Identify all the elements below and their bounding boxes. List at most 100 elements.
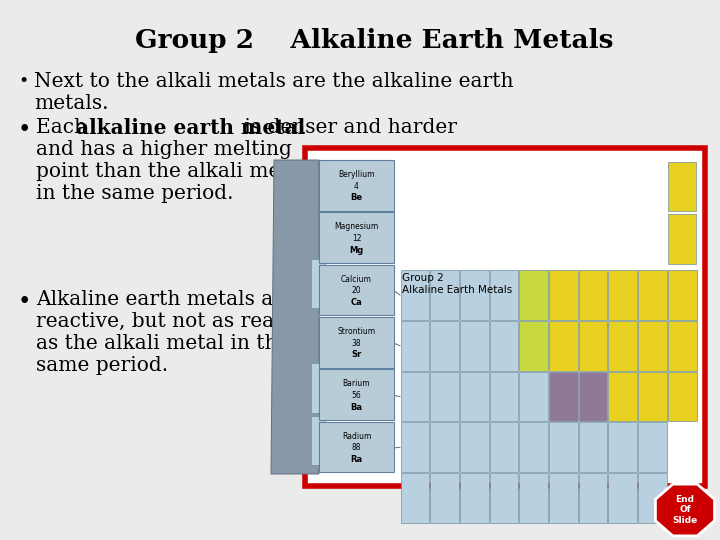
- Bar: [549, 473, 577, 523]
- Bar: [400, 473, 429, 523]
- Bar: [608, 473, 637, 523]
- Text: point than the alkali metal: point than the alkali metal: [36, 162, 307, 181]
- Text: Magnesium: Magnesium: [334, 222, 379, 232]
- Text: Beryllium: Beryllium: [338, 170, 374, 179]
- Bar: [431, 270, 459, 320]
- Text: Group 2    Alkaline Earth Metals: Group 2 Alkaline Earth Metals: [135, 28, 613, 53]
- Bar: [490, 422, 518, 472]
- Bar: [668, 162, 696, 211]
- Text: •: •: [18, 72, 28, 90]
- Text: Sr: Sr: [351, 350, 361, 359]
- Bar: [400, 372, 429, 421]
- Bar: [579, 372, 608, 421]
- Bar: [431, 372, 459, 421]
- Bar: [579, 422, 608, 472]
- Bar: [638, 321, 667, 370]
- Bar: [668, 372, 696, 421]
- Text: is denser and harder: is denser and harder: [238, 118, 457, 137]
- Text: as the alkali metal in the: as the alkali metal in the: [36, 334, 289, 353]
- Bar: [460, 270, 489, 320]
- Text: Group 2
Alkaline Earth Metals: Group 2 Alkaline Earth Metals: [402, 273, 512, 295]
- Text: same period.: same period.: [36, 356, 168, 375]
- Bar: [519, 473, 548, 523]
- Bar: [549, 270, 577, 320]
- Text: 4: 4: [354, 181, 359, 191]
- Bar: [579, 270, 608, 320]
- Bar: [319, 317, 394, 368]
- Bar: [319, 212, 394, 263]
- Bar: [579, 473, 608, 523]
- Bar: [460, 372, 489, 421]
- Bar: [490, 270, 518, 320]
- Bar: [608, 422, 637, 472]
- Bar: [431, 321, 459, 370]
- Bar: [431, 422, 459, 472]
- Bar: [400, 321, 429, 370]
- Bar: [311, 363, 325, 413]
- Bar: [460, 473, 489, 523]
- Bar: [319, 160, 394, 211]
- Text: Mg: Mg: [349, 246, 364, 254]
- Bar: [638, 422, 667, 472]
- Bar: [549, 321, 577, 370]
- Polygon shape: [271, 160, 319, 474]
- Bar: [305, 148, 705, 486]
- Text: in the same period.: in the same period.: [36, 184, 233, 203]
- Bar: [608, 270, 637, 320]
- Text: Calcium: Calcium: [341, 275, 372, 284]
- Bar: [668, 270, 696, 320]
- Text: Ra: Ra: [351, 455, 363, 464]
- Text: metals.: metals.: [34, 94, 109, 113]
- Text: 88: 88: [352, 443, 361, 453]
- Text: reactive, but not as reactive: reactive, but not as reactive: [36, 312, 323, 331]
- Text: and has a higher melting: and has a higher melting: [36, 140, 292, 159]
- Text: Ba: Ba: [351, 402, 362, 411]
- Bar: [311, 416, 325, 465]
- Bar: [519, 372, 548, 421]
- Text: 12: 12: [352, 234, 361, 243]
- Bar: [638, 270, 667, 320]
- Text: 20: 20: [351, 286, 361, 295]
- Bar: [460, 321, 489, 370]
- Bar: [638, 372, 667, 421]
- Bar: [311, 259, 325, 308]
- Bar: [311, 259, 325, 308]
- Text: 38: 38: [351, 339, 361, 348]
- Text: Alkaline earth metals are: Alkaline earth metals are: [36, 290, 295, 309]
- Bar: [519, 321, 548, 370]
- Text: •: •: [18, 290, 32, 313]
- Text: End
Of
Slide: End Of Slide: [672, 495, 698, 525]
- Bar: [519, 422, 548, 472]
- Bar: [309, 152, 701, 482]
- Bar: [400, 270, 429, 320]
- Bar: [460, 422, 489, 472]
- Bar: [431, 473, 459, 523]
- Text: Barium: Barium: [343, 380, 370, 388]
- Bar: [319, 369, 394, 420]
- Text: alkaline earth metal: alkaline earth metal: [76, 118, 305, 138]
- Text: Radium: Radium: [342, 432, 372, 441]
- Text: 56: 56: [351, 391, 361, 400]
- Bar: [519, 270, 548, 320]
- Bar: [319, 422, 394, 472]
- Bar: [549, 422, 577, 472]
- Text: Next to the alkali metals are the alkaline earth: Next to the alkali metals are the alkali…: [34, 72, 513, 91]
- Text: Each: Each: [36, 118, 94, 137]
- Bar: [490, 372, 518, 421]
- Bar: [490, 473, 518, 523]
- Bar: [668, 214, 696, 264]
- Bar: [668, 321, 696, 370]
- Text: Strontium: Strontium: [338, 327, 376, 336]
- Text: •: •: [18, 118, 32, 141]
- Bar: [638, 473, 667, 523]
- Bar: [608, 321, 637, 370]
- Bar: [579, 321, 608, 370]
- Bar: [490, 321, 518, 370]
- Bar: [549, 372, 577, 421]
- Text: Be: Be: [351, 193, 363, 202]
- Polygon shape: [655, 484, 714, 536]
- Bar: [608, 372, 637, 421]
- Bar: [319, 265, 394, 315]
- Text: Ca: Ca: [351, 298, 362, 307]
- Bar: [400, 422, 429, 472]
